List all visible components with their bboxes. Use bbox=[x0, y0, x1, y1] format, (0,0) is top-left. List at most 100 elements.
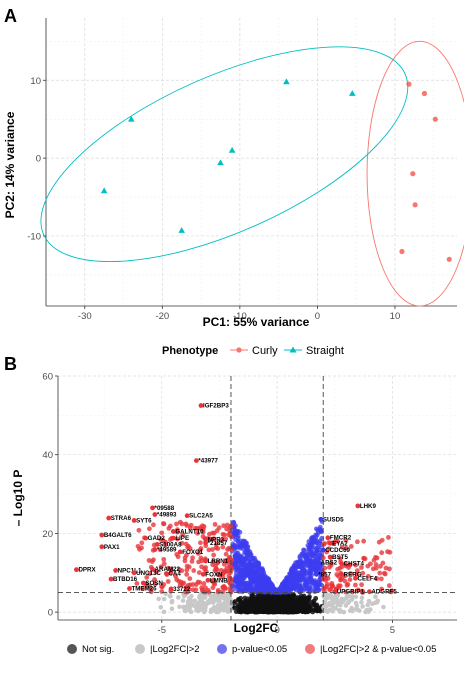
gene-point-pval bbox=[235, 582, 241, 588]
gene-point-labeled bbox=[316, 560, 322, 565]
gene-point-sig bbox=[212, 522, 218, 527]
gene-point-sig bbox=[386, 583, 392, 589]
gene-point-labeled bbox=[168, 586, 174, 592]
gene-point-sig bbox=[176, 578, 182, 584]
gene-point-pval bbox=[248, 552, 254, 558]
gene-point-fc bbox=[187, 595, 192, 601]
gene-point-sig bbox=[335, 566, 341, 572]
gene-point-labeled bbox=[108, 576, 114, 582]
gene-point-pval bbox=[251, 569, 257, 575]
gene-point-sig bbox=[221, 523, 227, 529]
gene-point-sig bbox=[374, 576, 380, 582]
ellipse-straight bbox=[40, 46, 409, 263]
gene-point-sig bbox=[158, 536, 164, 542]
panel-a-label: A bbox=[4, 6, 17, 26]
gene-point-labeled bbox=[200, 571, 206, 577]
gene-point-pval bbox=[290, 584, 296, 590]
gene-point-sig bbox=[136, 527, 142, 533]
volcano-y-tick-label: 20 bbox=[42, 529, 53, 540]
gene-label: 33722 bbox=[173, 586, 191, 593]
gene-label: ARAM22 bbox=[155, 566, 181, 573]
gene-point-labeled bbox=[327, 540, 333, 546]
gene-point-sig bbox=[378, 563, 383, 569]
gene-point-sig bbox=[353, 582, 358, 588]
gene-point-sig bbox=[206, 531, 212, 537]
gene-point-notsig bbox=[305, 600, 311, 606]
gene-point-notsig bbox=[232, 599, 238, 604]
gene-point-notsig bbox=[298, 595, 304, 601]
gene-point-sig bbox=[223, 551, 229, 557]
gene-point-fc bbox=[341, 609, 347, 615]
gene-point-sig bbox=[373, 565, 379, 571]
gene-point-pval bbox=[232, 553, 238, 559]
gene-label: EYA2 bbox=[332, 540, 348, 547]
pca-y-tick-label: 10 bbox=[30, 76, 41, 87]
gene-point-notsig bbox=[287, 604, 293, 609]
gene-point-pval bbox=[240, 580, 246, 586]
legend-pval-label: p-value<0.05 bbox=[232, 644, 287, 655]
gene-point-sig bbox=[162, 542, 168, 547]
gene-point-notsig bbox=[276, 608, 281, 614]
gene-point-sig bbox=[348, 544, 354, 549]
gene-point-sig bbox=[359, 582, 364, 588]
gene-point-sig bbox=[379, 586, 384, 592]
gene-point-pval bbox=[307, 589, 313, 594]
gene-point-fc bbox=[228, 607, 233, 613]
gene-point-labeled bbox=[325, 535, 331, 541]
gene-point-sig bbox=[216, 525, 222, 531]
gene-point-pval bbox=[308, 539, 314, 545]
gene-point-pval bbox=[307, 570, 313, 576]
gene-point-sig bbox=[321, 541, 327, 547]
gene-point-pval bbox=[295, 570, 301, 576]
gene-point-sig bbox=[348, 571, 353, 576]
gene-point-pval bbox=[307, 585, 313, 591]
gene-point-sig bbox=[227, 580, 233, 586]
gene-point-notsig bbox=[264, 598, 269, 604]
gene-point-sig bbox=[224, 526, 229, 532]
gene-point-sig bbox=[215, 572, 221, 578]
gene-point-fc bbox=[204, 601, 209, 606]
gene-point-sig bbox=[365, 573, 371, 579]
gene-point-pval bbox=[253, 582, 259, 588]
gene-point-pval bbox=[267, 584, 272, 590]
gene-label: RERG bbox=[344, 571, 362, 578]
pca-plot: -30 -20 -10 0 10 -10 0 10 bbox=[27, 18, 464, 322]
gene-point-sig bbox=[383, 565, 389, 571]
gene-label: *49893 bbox=[157, 512, 177, 519]
legend-fc-key bbox=[135, 644, 145, 654]
gene-point-notsig bbox=[273, 595, 278, 600]
gene-point-sig bbox=[147, 526, 152, 532]
gene-point-sig bbox=[381, 570, 387, 576]
gene-point-sig bbox=[149, 559, 155, 564]
gene-point-sig bbox=[210, 562, 216, 567]
gene-point-sig bbox=[343, 589, 349, 595]
gene-point-sig bbox=[201, 581, 207, 586]
gene-point-sig bbox=[179, 521, 185, 527]
gene-label: UNC13C bbox=[136, 570, 161, 577]
gene-point-sig bbox=[167, 523, 173, 529]
gene-label: STRA6 bbox=[111, 515, 132, 522]
gene-point-pval bbox=[248, 580, 254, 586]
gene-point-labeled bbox=[131, 518, 137, 523]
gene-point-fc bbox=[342, 597, 347, 602]
gene-point-sig bbox=[174, 529, 180, 535]
gene-point-fc bbox=[353, 600, 359, 606]
gene-point-notsig bbox=[265, 608, 271, 614]
gene-point-pval bbox=[236, 589, 242, 594]
gene-point-pval bbox=[247, 584, 253, 590]
gene-point-sig bbox=[148, 587, 154, 593]
gene-point-pval bbox=[299, 585, 304, 590]
gene-point-sig bbox=[161, 557, 167, 562]
gene-point-sig bbox=[210, 578, 215, 584]
gene-point-sig bbox=[343, 545, 349, 551]
gene-point-sig bbox=[342, 578, 348, 584]
gene-point-pval bbox=[267, 579, 273, 585]
gene-point-sig bbox=[332, 539, 338, 544]
gene-point-sig bbox=[344, 582, 350, 588]
gene-point-sig bbox=[215, 546, 221, 551]
gene-point-sig bbox=[140, 586, 146, 592]
legend-notsig-label: Not sig. bbox=[82, 644, 114, 655]
pca-y-tick-label: -10 bbox=[27, 231, 41, 242]
gene-point-labeled bbox=[203, 558, 209, 564]
gene-point-labeled bbox=[203, 536, 209, 542]
